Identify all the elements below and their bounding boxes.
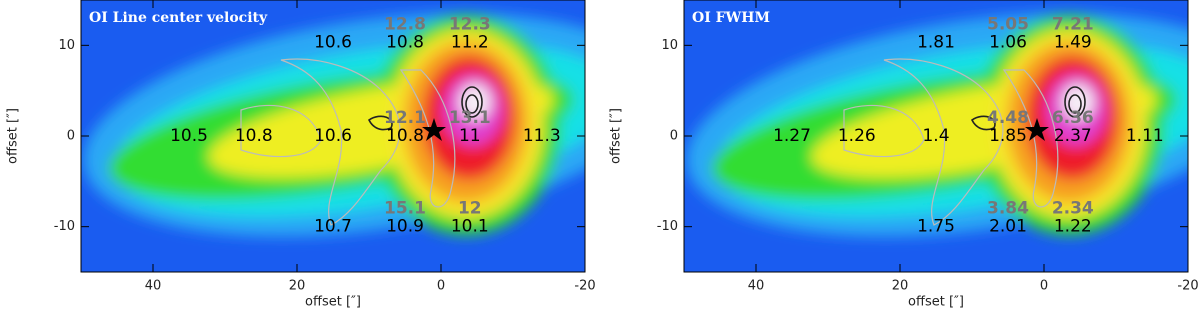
x-tick-label: 20 bbox=[892, 279, 909, 294]
value-label: 12.1 bbox=[384, 108, 426, 128]
value-label: 3.84 bbox=[987, 199, 1029, 219]
y-tick-label: 10 bbox=[661, 38, 678, 53]
x-tick-label: -20 bbox=[1177, 279, 1198, 294]
y-tick-label: -10 bbox=[657, 219, 678, 234]
value-label: 1.81 bbox=[917, 33, 955, 53]
value-label: 10.7 bbox=[314, 217, 352, 237]
value-label: 10.8 bbox=[386, 33, 424, 53]
value-label: 1.06 bbox=[989, 33, 1027, 53]
value-label: 2.01 bbox=[989, 217, 1027, 237]
value-label: 1.11 bbox=[1126, 126, 1164, 146]
value-label: 1.4 bbox=[922, 126, 949, 146]
value-label: 10.9 bbox=[386, 217, 424, 237]
value-label: 1.26 bbox=[838, 126, 876, 146]
value-label: 10.1 bbox=[451, 217, 489, 237]
value-label: 12.8 bbox=[384, 14, 426, 34]
x-axis-label: offset [″] bbox=[305, 295, 361, 309]
x-tick-label: 40 bbox=[748, 279, 765, 294]
x-axis-label: offset [″] bbox=[908, 295, 964, 309]
value-label: 1.27 bbox=[773, 126, 811, 146]
value-label: 11.3 bbox=[523, 126, 561, 146]
panel-title: OI FWHM bbox=[692, 10, 770, 26]
value-label: 4.48 bbox=[987, 108, 1029, 128]
y-tick-label: 10 bbox=[58, 38, 75, 53]
value-label: 13.1 bbox=[449, 108, 491, 128]
x-tick-label: 0 bbox=[1040, 279, 1048, 294]
value-label: 1.85 bbox=[989, 126, 1027, 146]
value-label: 10.6 bbox=[314, 126, 352, 146]
value-label: 12.3 bbox=[449, 14, 491, 34]
value-label: 2.37 bbox=[1054, 126, 1092, 146]
value-label: 2.34 bbox=[1052, 199, 1094, 219]
x-tick-label: 40 bbox=[145, 279, 162, 294]
value-label: 5.05 bbox=[987, 14, 1029, 34]
panel: 40 20 0 -20 -10 0 10 offset [″] offset [″] OI Lin… bbox=[6, 0, 596, 309]
value-label: 11 bbox=[459, 126, 481, 146]
panel: 40 20 0 -20 -10 0 10 offset [″] offset [″] OI FWH… bbox=[609, 0, 1199, 309]
y-axis-label: offset [″] bbox=[6, 108, 21, 164]
y-tick-label: -10 bbox=[54, 219, 75, 234]
value-label: 1.75 bbox=[917, 217, 955, 237]
value-label: 7.21 bbox=[1052, 14, 1094, 34]
y-tick-label: 0 bbox=[67, 129, 75, 144]
x-tick-label: 20 bbox=[289, 279, 306, 294]
value-label: 10.8 bbox=[235, 126, 273, 146]
y-axis-label: offset [″] bbox=[609, 108, 624, 164]
x-tick-label: -20 bbox=[574, 279, 595, 294]
value-label: 6.36 bbox=[1052, 108, 1094, 128]
value-label: 12 bbox=[458, 199, 482, 219]
value-label: 11.2 bbox=[451, 33, 489, 53]
value-label: 15.1 bbox=[384, 199, 426, 219]
value-label: 1.22 bbox=[1054, 217, 1092, 237]
x-tick-label: 0 bbox=[437, 279, 445, 294]
y-tick-label: 0 bbox=[670, 129, 678, 144]
value-label: 1.49 bbox=[1054, 33, 1092, 53]
value-label: 10.6 bbox=[314, 33, 352, 53]
value-label: 10.5 bbox=[170, 126, 208, 146]
panel-title: OI Line center velocity bbox=[89, 10, 268, 26]
value-label: 10.8 bbox=[386, 126, 424, 146]
